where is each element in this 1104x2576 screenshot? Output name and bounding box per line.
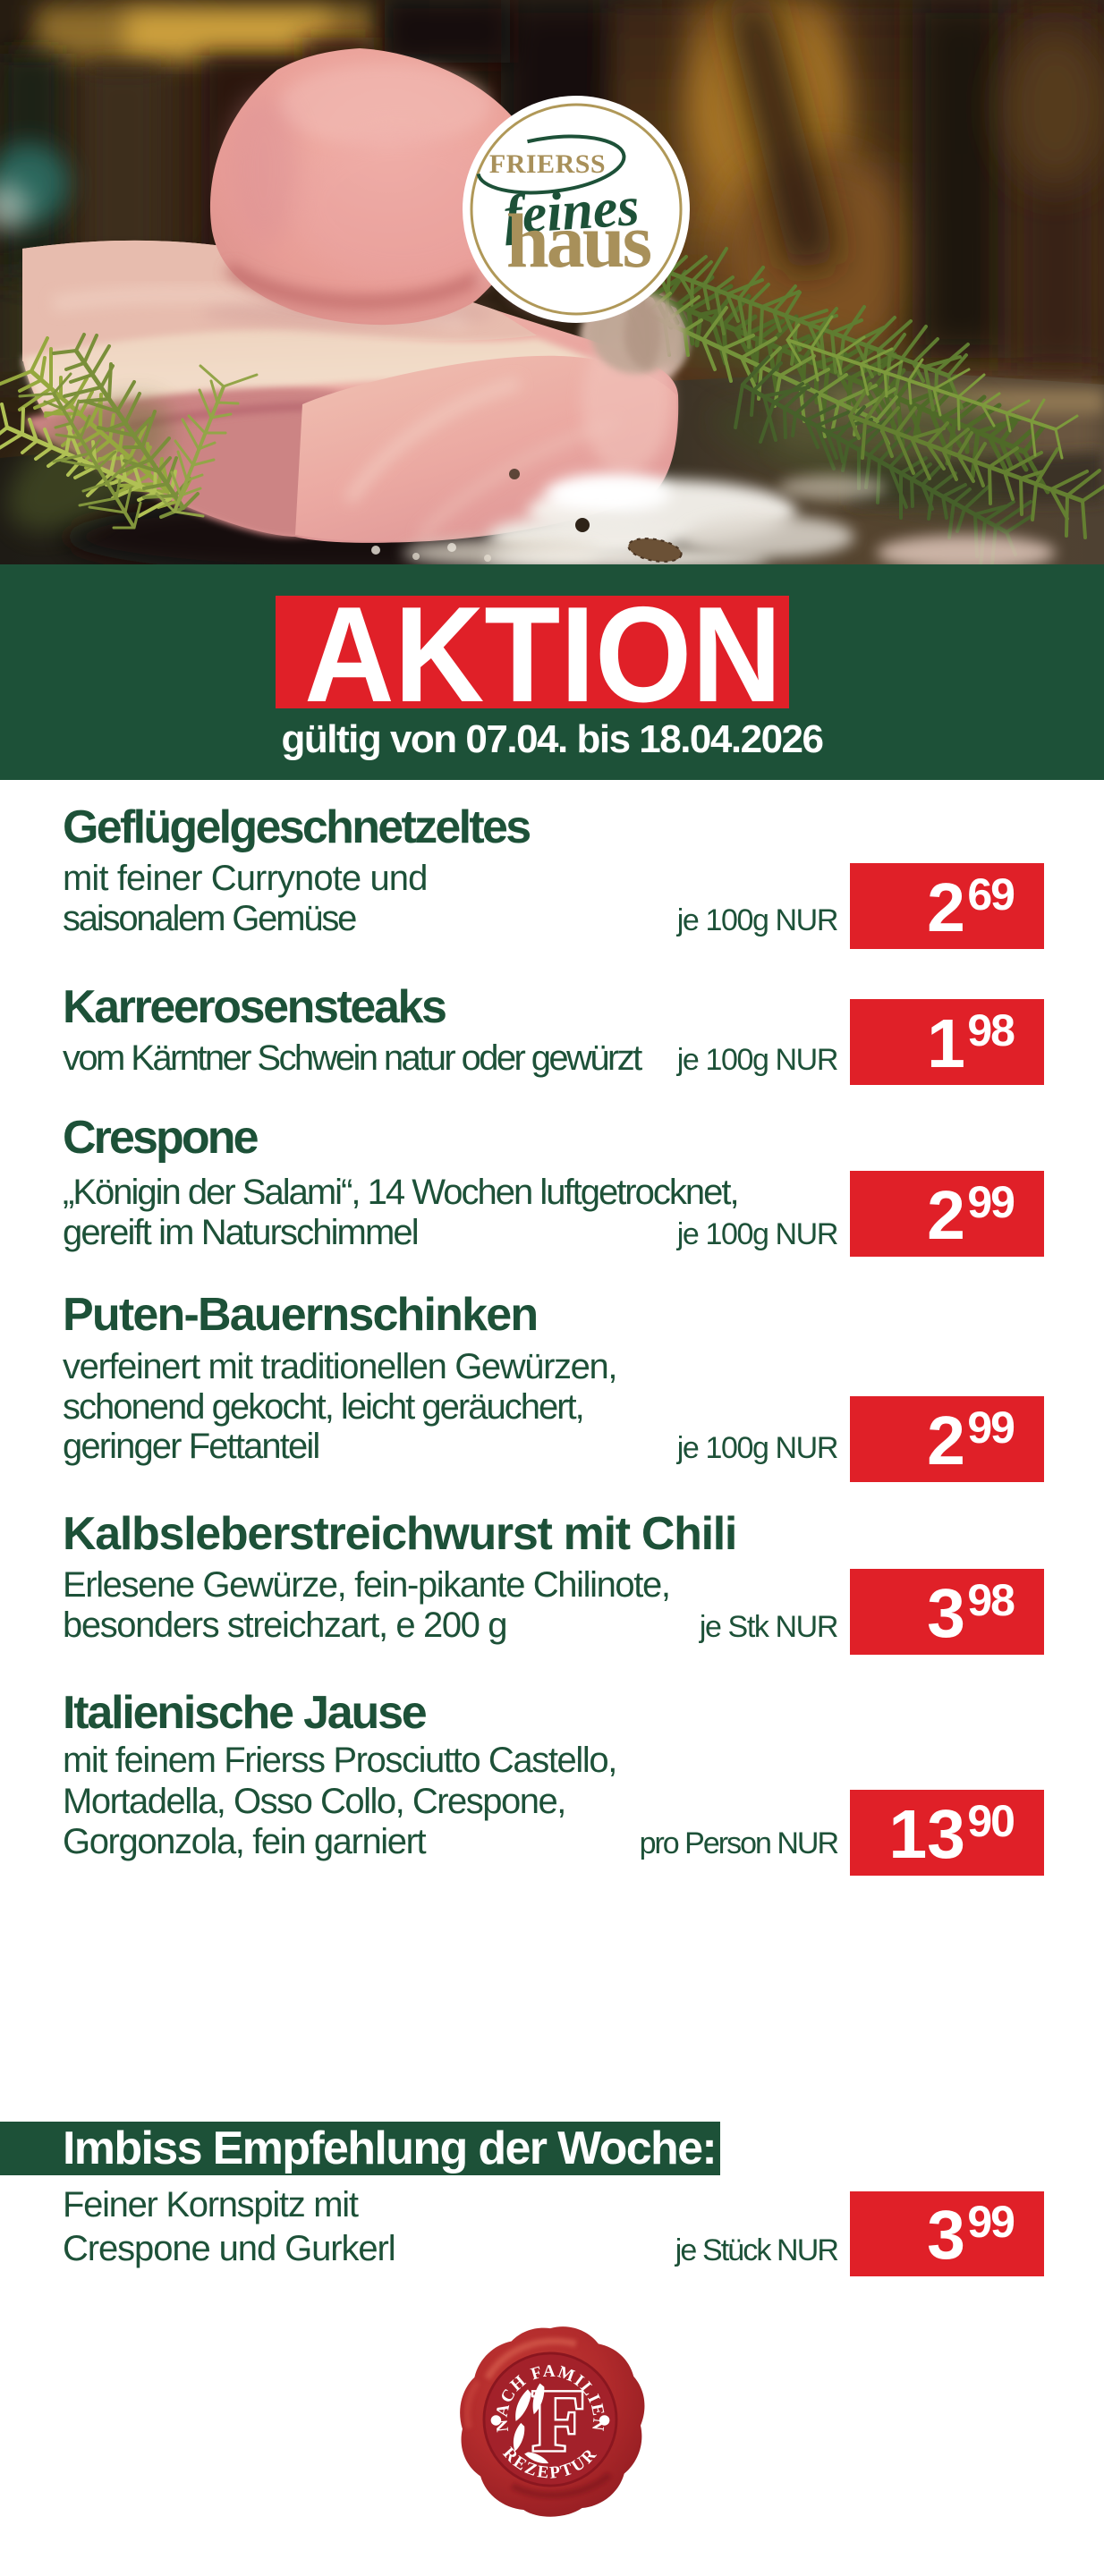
svg-text:FRIERSS: FRIERSS (489, 149, 606, 179)
svg-text:feines: feines (502, 176, 641, 246)
svg-text:haus: haus (506, 198, 651, 284)
